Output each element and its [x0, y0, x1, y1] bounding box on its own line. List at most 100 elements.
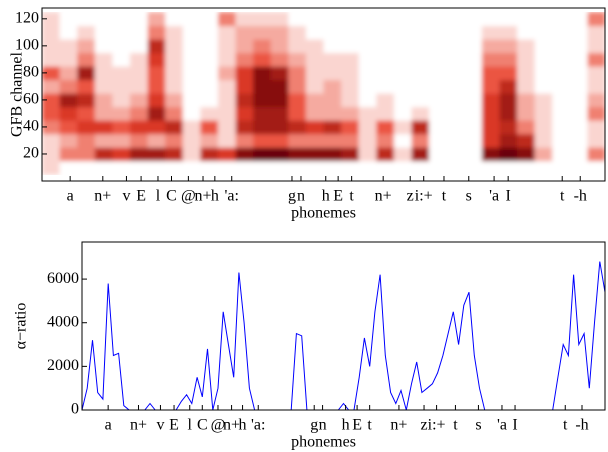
- heat-cell: [481, 147, 500, 162]
- heat-cell: [429, 147, 448, 162]
- heat-cell: [376, 25, 395, 40]
- heat-cell: [217, 106, 237, 121]
- heat-cell: [517, 39, 536, 54]
- heat-cell: [112, 147, 131, 162]
- heat-cell: [499, 160, 518, 175]
- x-tick-label: -h: [575, 417, 588, 434]
- heat-cell: [499, 66, 518, 81]
- x-tick-label: C: [166, 188, 177, 205]
- heat-cell: [217, 66, 237, 81]
- y-tick-label: 60: [23, 91, 39, 108]
- heat-cell: [270, 133, 289, 148]
- heat-cell: [393, 106, 412, 121]
- heat-cell: [517, 147, 536, 162]
- heat-cell: [288, 147, 307, 162]
- x-tick-label: s: [466, 188, 472, 205]
- heat-cell: [42, 160, 61, 175]
- heat-cell: [323, 120, 342, 135]
- heat-cell: [305, 52, 324, 67]
- heat-cell: [411, 147, 430, 162]
- heat-cell: [42, 12, 61, 27]
- heat-cell: [94, 106, 113, 121]
- heat-cell: [569, 12, 588, 27]
- heat-cell: [147, 106, 166, 121]
- heat-cell: [182, 133, 201, 148]
- heat-cell: [481, 52, 500, 67]
- heat-cell: [587, 93, 605, 108]
- heat-cell: [253, 12, 272, 27]
- heat-cell: [499, 106, 518, 121]
- heat-cell: [305, 66, 324, 81]
- heat-cell: [270, 79, 289, 94]
- x-tick-label: C: [197, 417, 208, 434]
- heat-cell: [182, 52, 201, 67]
- heat-cell: [59, 12, 78, 27]
- heat-cell: [270, 147, 289, 162]
- heat-cell: [217, 147, 237, 162]
- x-tick-label: t: [563, 417, 568, 434]
- heat-cell: [446, 39, 465, 54]
- heat-cell: [129, 93, 149, 108]
- x-tick-label: t: [349, 188, 354, 205]
- heat-cell: [94, 79, 113, 94]
- heat-cell: [147, 66, 166, 81]
- x-tick-label: n+: [130, 417, 147, 434]
- heat-cell: [481, 66, 500, 81]
- heat-cell: [552, 106, 571, 121]
- heat-cell: [569, 120, 588, 135]
- heat-cell: [552, 133, 571, 148]
- heat-cell: [77, 133, 96, 148]
- heat-cell: [112, 25, 131, 40]
- heat-cell: [481, 79, 500, 94]
- heat-cell: [411, 12, 430, 27]
- x-tick-label: E: [136, 188, 146, 205]
- heat-cell: [288, 66, 307, 81]
- heat-cell: [182, 93, 201, 108]
- heat-cell: [534, 39, 553, 54]
- heat-cell: [429, 79, 448, 94]
- x-tick-label: 'a:: [251, 417, 265, 434]
- heat-cell: [129, 106, 149, 121]
- heat-cell: [341, 52, 360, 67]
- heat-cell: [305, 12, 324, 27]
- heat-cell: [253, 52, 272, 67]
- heat-cell: [182, 25, 201, 40]
- heat-cell: [182, 39, 201, 54]
- heat-cell: [358, 147, 377, 162]
- x-tick-label: s: [475, 417, 481, 434]
- heat-cell: [129, 12, 149, 27]
- heat-cell: [129, 52, 149, 67]
- heat-cell: [552, 93, 571, 108]
- x-tick-label: h: [322, 188, 330, 205]
- heat-cell: [94, 120, 113, 135]
- heat-cell: [112, 93, 131, 108]
- heat-cell: [200, 12, 219, 27]
- heat-cell: [376, 106, 395, 121]
- heat-cell: [393, 12, 412, 27]
- x-tick-label: -h: [574, 188, 587, 205]
- heat-cell: [376, 12, 395, 27]
- heat-cell: [481, 39, 500, 54]
- heat-cell: [253, 25, 272, 40]
- heat-cell: [358, 106, 377, 121]
- heat-cell: [569, 147, 588, 162]
- heat-cell: [446, 79, 465, 94]
- heat-cell: [446, 93, 465, 108]
- heat-cell: [517, 106, 536, 121]
- x-tick-label: t: [560, 188, 565, 205]
- x-tick-label: a: [105, 417, 112, 434]
- heat-cell: [341, 160, 360, 175]
- heat-cell: [129, 25, 149, 40]
- heat-cell: [77, 12, 96, 27]
- heat-cell: [429, 133, 448, 148]
- heat-cell: [165, 93, 184, 108]
- x-axis-label: phonemes: [291, 205, 356, 222]
- heat-cell: [358, 160, 377, 175]
- x-tick-label: n+: [390, 417, 407, 434]
- heat-cell: [534, 160, 553, 175]
- x-axis-label: phonemes: [291, 434, 356, 451]
- heatmap: [42, 12, 605, 175]
- heat-cell: [464, 39, 483, 54]
- heat-cell: [499, 25, 518, 40]
